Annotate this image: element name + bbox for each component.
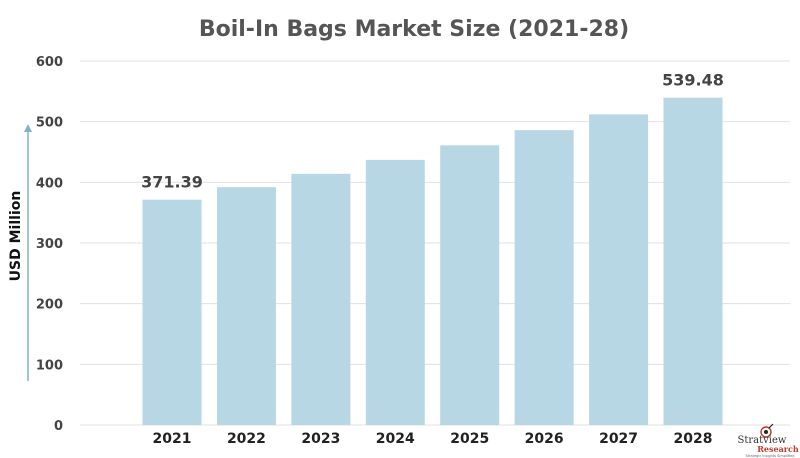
y-tick-label: 200 <box>36 298 63 313</box>
x-tick-label: 2026 <box>525 431 564 447</box>
bar-2028 <box>663 97 723 426</box>
x-tick-label: 2024 <box>376 431 415 447</box>
data-labels: 371.39 539.48 <box>141 71 724 192</box>
stratview-globe-icon <box>760 423 774 438</box>
y-tick-label: 0 <box>54 419 63 434</box>
bar-2024 <box>365 159 425 426</box>
x-tick-label: 2027 <box>599 431 638 447</box>
bars <box>142 97 723 426</box>
x-tick-label: 2021 <box>153 431 192 447</box>
data-label: 539.48 <box>662 71 724 90</box>
bar-2026 <box>514 130 574 425</box>
x-tick-label: 2028 <box>674 431 713 447</box>
chart-title: Boil-In Bags Market Size (2021-28) <box>199 17 629 42</box>
bar-2023 <box>291 173 351 425</box>
x-tick-label: 2025 <box>450 431 489 447</box>
x-axis-ticks: 2021 2022 2023 2024 2025 2026 2027 2028 <box>153 431 713 447</box>
data-label: 371.39 <box>141 173 203 192</box>
y-tick-label: 600 <box>36 55 63 70</box>
y-tick-label: 100 <box>36 358 63 373</box>
y-tick-label: 500 <box>36 116 63 131</box>
x-tick-label: 2023 <box>301 431 340 447</box>
bar-2027 <box>589 114 649 426</box>
y-tick-label: 400 <box>36 176 63 191</box>
bar-2021 <box>142 199 202 425</box>
logo-tagline: Strategic Insights Simplified <box>745 454 794 458</box>
y-axis-arrow-icon <box>24 124 32 381</box>
logo-name: Stratview <box>738 435 787 446</box>
stratview-logo: Stratview Research Strategic Insights Si… <box>738 423 799 458</box>
x-tick-label: 2022 <box>227 431 266 447</box>
bar-2022 <box>216 187 276 425</box>
y-tick-label: 300 <box>36 237 63 252</box>
bar-2025 <box>440 145 500 425</box>
y-axis-ticks: 0 100 200 300 400 500 600 <box>36 55 63 434</box>
logo-subname: Research <box>757 444 799 454</box>
y-axis-label: USD Million <box>8 191 24 282</box>
